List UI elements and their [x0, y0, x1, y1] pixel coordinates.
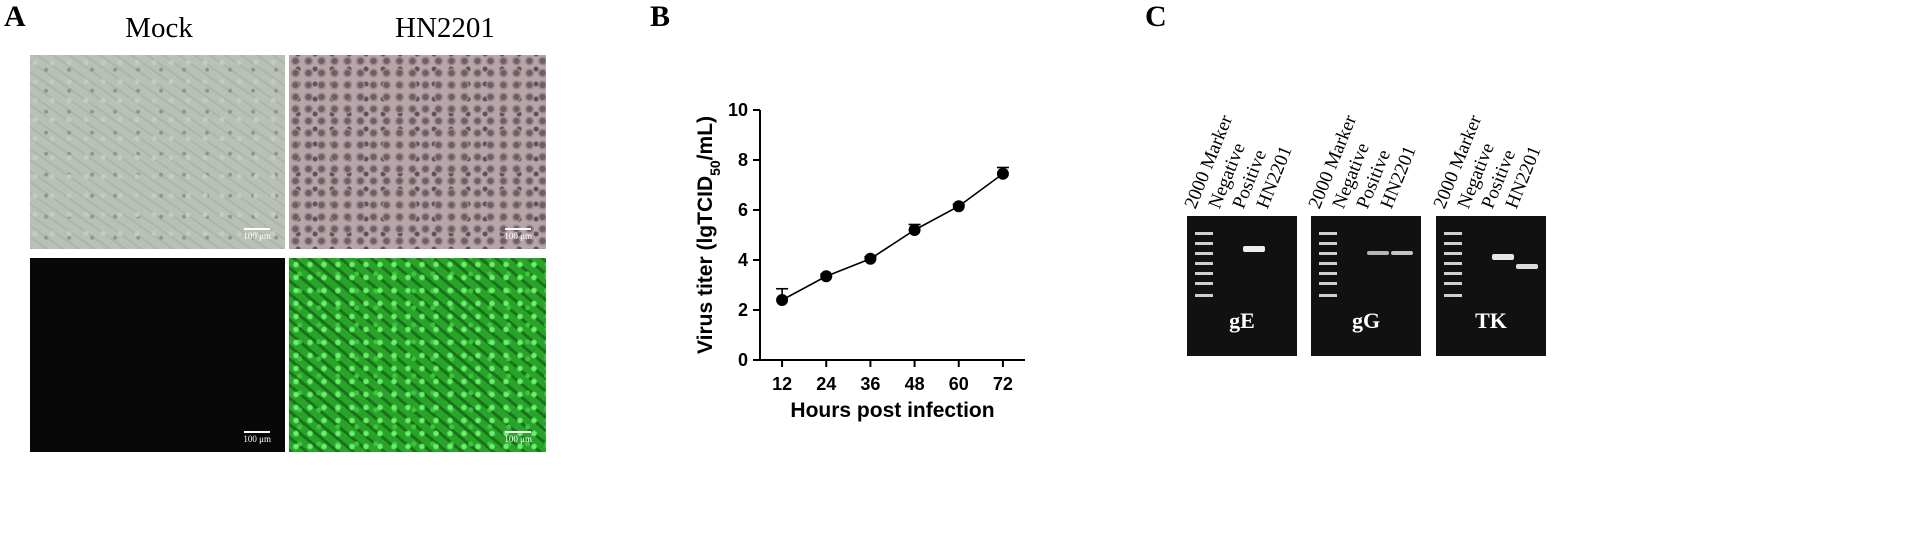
ladder-band: [1444, 232, 1462, 235]
panel-letter-c: C: [1145, 0, 1167, 33]
ladder-band: [1319, 232, 1337, 235]
gel-label: gG: [1351, 308, 1381, 333]
x-tick-label: 60: [949, 374, 969, 394]
gel-image-ge: gE: [1187, 216, 1297, 356]
ladder-band: [1444, 282, 1462, 285]
x-tick-label: 36: [860, 374, 880, 394]
micrograph-mock-fluorescence: 100 μm: [30, 258, 285, 452]
ladder-band: [1319, 262, 1337, 265]
data-point: [952, 200, 965, 213]
data-point: [864, 252, 877, 265]
scale-bar: 100 μm: [243, 431, 271, 444]
x-axis-label: Hours post infection: [790, 399, 994, 422]
dna-band: [1492, 254, 1514, 260]
ladder-band: [1319, 282, 1337, 285]
x-tick-label: 48: [905, 374, 925, 394]
ladder-band: [1195, 262, 1213, 265]
series-line: [781, 173, 1004, 301]
y-axis-label: Virus titer (lgTCID50/mL): [694, 116, 723, 354]
ladder-band: [1195, 294, 1213, 297]
data-point: [996, 167, 1009, 180]
ladder-band: [1319, 242, 1337, 245]
ladder-band: [1195, 232, 1213, 235]
column-title-hn2201: HN2201: [395, 12, 495, 44]
y-tick-label: 8: [738, 150, 748, 170]
gel-image-gg: gG: [1311, 216, 1421, 356]
scale-bar: 100 μm: [504, 431, 532, 444]
scale-bar: 100 μm: [504, 228, 532, 241]
ladder-band: [1444, 252, 1462, 255]
panel-letter-a: A: [4, 0, 26, 33]
ladder-band: [1444, 262, 1462, 265]
data-point: [776, 294, 789, 306]
y-tick-label: 4: [738, 250, 748, 270]
column-title-mock: Mock: [125, 12, 193, 44]
micrograph-hn2201-fluorescence: 100 μm: [289, 258, 546, 452]
ladder-band: [1319, 252, 1337, 255]
x-tick-label: 24: [816, 374, 836, 394]
micrograph-mock-brightfield: 100 μm: [30, 55, 285, 249]
ladder-band: [1319, 272, 1337, 275]
panel-letter-b: B: [650, 0, 671, 33]
y-tick-label: 2: [738, 300, 748, 320]
gel-image-tk: TK: [1436, 216, 1546, 356]
x-tick-label: 72: [993, 374, 1013, 394]
y-tick-label: 6: [738, 200, 748, 220]
y-tick-label: 0: [738, 350, 748, 370]
ladder-band: [1195, 252, 1213, 255]
x-tick-label: 12: [772, 374, 792, 394]
scale-bar: 100 μm: [243, 228, 271, 241]
ladder-band: [1444, 272, 1462, 275]
ladder-band: [1195, 272, 1213, 275]
dna-band: [1243, 246, 1265, 252]
dna-band: [1516, 264, 1538, 269]
gel-label: gE: [1229, 308, 1255, 333]
dna-band: [1367, 251, 1389, 255]
ladder-band: [1319, 294, 1337, 297]
ladder-band: [1195, 242, 1213, 245]
micrograph-hn2201-brightfield: 100 μm: [289, 55, 546, 249]
gel-label: TK: [1475, 308, 1507, 333]
ladder-band: [1444, 242, 1462, 245]
ladder-band: [1444, 294, 1462, 297]
ladder-band: [1195, 282, 1213, 285]
y-tick-label: 10: [728, 100, 748, 120]
data-point: [820, 270, 833, 283]
dna-band: [1391, 251, 1413, 255]
data-point: [908, 224, 921, 236]
